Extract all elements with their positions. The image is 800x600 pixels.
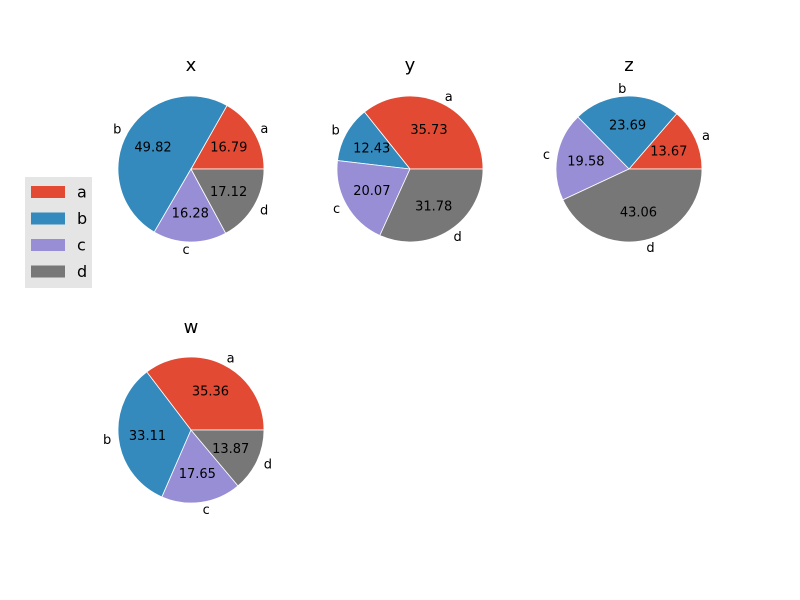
slice-value-label: 12.43 [353,141,390,156]
slice-category-label: c [203,503,210,518]
pie-w: w 35.36 a 33.11 b 17.65 c 13.87 d [103,317,272,518]
pie-slice-a [190,104,265,170]
slice-category-label: c [333,202,340,217]
pie-slice-a [628,113,703,170]
slice-value-label: 17.65 [179,467,216,482]
slice-value-label: 16.28 [172,206,209,221]
legend-label-d: d [77,262,87,281]
slice-value-label: 35.36 [192,384,229,399]
legend-label-a: a [77,183,87,202]
slice-category-label: b [332,124,340,139]
slice-value-label: 43.06 [620,205,657,220]
pie-charts: x 16.79 a 49.82 b 16.28 c 17.12 d y 35.73 a 12.43 b 20… [103,55,710,518]
legend-label-b: b [77,209,87,228]
slice-category-label: a [702,129,710,144]
pie-y: y 35.73 a 12.43 b 20.07 c 31.78 d [332,55,484,245]
pie-slice-d [562,168,703,243]
slice-category-label: a [445,90,453,105]
slice-value-label: 13.87 [212,442,249,457]
slice-value-label: 35.73 [410,123,447,138]
pie-slice-c [555,116,630,201]
slice-category-label: c [543,148,550,163]
pie-slice-b [337,111,411,170]
slice-category-label: d [454,230,462,245]
slice-category-label: b [618,82,626,97]
slice-category-label: b [113,122,121,137]
slice-value-label: 16.79 [210,140,247,155]
legend-swatch-b [31,212,65,225]
slice-category-label: a [260,122,268,137]
slice-value-label: 49.82 [134,141,171,156]
slice-category-label: d [260,204,268,219]
pie-slice-c [336,160,411,237]
pie-slice-d [190,168,265,234]
pie-z: z 13.67 a 23.69 b 19.58 c 43.06 d [543,55,710,256]
slice-category-label: c [183,243,190,258]
pie-slice-b [117,371,192,498]
slice-category-label: a [227,352,235,367]
slice-value-label: 23.69 [609,119,646,134]
slice-category-label: d [264,457,272,472]
slice-value-label: 17.12 [210,185,247,200]
pie-slice-c [153,168,227,243]
slice-value-label: 13.67 [650,144,687,159]
pie-title: y [405,55,416,76]
pie-slice-d [379,168,484,243]
legend-label-c: c [77,236,86,255]
pie-slice-b [577,95,678,170]
slice-value-label: 20.07 [353,184,390,199]
legend-swatch-c [31,239,65,251]
pie-title: w [184,317,199,338]
legend-swatch-a [31,186,65,198]
slice-value-label: 19.58 [567,155,604,170]
legend-swatch-d [31,265,65,278]
slice-category-label: b [103,433,111,448]
slice-category-label: d [646,241,654,256]
slice-value-label: 31.78 [415,199,452,214]
pie-slice-b [117,95,228,233]
pie-slice-d [190,429,265,487]
pie-slice-a [363,95,484,170]
pie-slice-c [161,429,239,504]
pie-title: x [186,55,197,76]
pie-slice-a [146,356,265,431]
slice-value-label: 33.11 [129,429,166,444]
pie-x: x 16.79 a 49.82 b 16.28 c 17.12 d [113,55,268,258]
pie-title: z [624,55,633,76]
